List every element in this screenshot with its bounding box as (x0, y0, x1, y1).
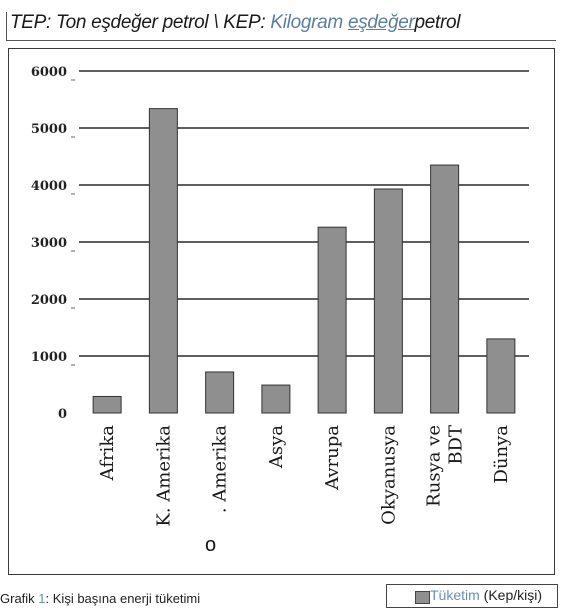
x-tick-label: K. Amerika (153, 425, 174, 527)
x-tick-label: Afrika (97, 425, 118, 482)
bar (317, 226, 347, 414)
y-tick-label: 5000 (31, 122, 67, 137)
chart-legend: Tüketim (Kep/kişi) (386, 584, 558, 608)
x-tick-label: Dünya (491, 425, 512, 484)
x-tick-label: Okyanusya (378, 425, 399, 525)
header-divider (6, 40, 556, 41)
y-tick-label: 2000 (31, 293, 67, 308)
header-divider-left (6, 12, 7, 41)
legend-unit: (Kep/kişi) (479, 587, 543, 603)
y-tick-label: 0 (58, 407, 67, 422)
y-tick-label: 1000 (31, 350, 67, 365)
legend-swatch (415, 591, 430, 604)
bar (430, 164, 460, 414)
y-tick-label: 6000 (31, 65, 67, 80)
bar (148, 108, 178, 414)
header-prefix: TEP: Ton eşdeğer petrol \ KEP: (10, 12, 271, 33)
bar (92, 395, 122, 414)
bar (205, 371, 235, 414)
legend-label: Tüketim (Kep/kişi) (430, 587, 542, 603)
x-tick-label: Avrupa (322, 425, 343, 491)
header-suffix: petrol (414, 12, 461, 33)
header-term-esdeger[interactable]: eşdeğer (347, 12, 415, 33)
energy-chart: 0 1000 2000 3000 4000 5000 6000 Afrika K. Amerik… (31, 65, 529, 527)
bar (261, 384, 291, 414)
x-tick-label: . Amerika (210, 425, 231, 513)
x-tick-label: Rusya ve (424, 425, 445, 507)
chart-header-note: TEP: Ton eşdeğer petrol \ KEP: Kilogram … (10, 12, 461, 34)
header-term-kilogram[interactable]: Kilogram (270, 12, 343, 33)
caption-number: 1 (38, 591, 46, 606)
caption-text: : Kişi başına enerji tüketimi (45, 591, 201, 606)
bar (373, 188, 403, 414)
y-tick-label: 3000 (31, 236, 67, 251)
x-tick-label: Asya (266, 425, 287, 469)
x-tick-label: BDT (446, 425, 467, 465)
legend-term: Tüketim (430, 587, 480, 603)
chart-frame: 0 1000 2000 3000 4000 5000 6000 Afrika K. Amerik… (8, 48, 555, 575)
stray-mark: o (205, 534, 217, 556)
caption-prefix: Grafik (0, 591, 39, 606)
bar (486, 338, 516, 414)
y-tick-label: 4000 (31, 179, 67, 194)
figure-caption: Grafik 1: Kişi başına enerji tüketimi (0, 591, 200, 606)
